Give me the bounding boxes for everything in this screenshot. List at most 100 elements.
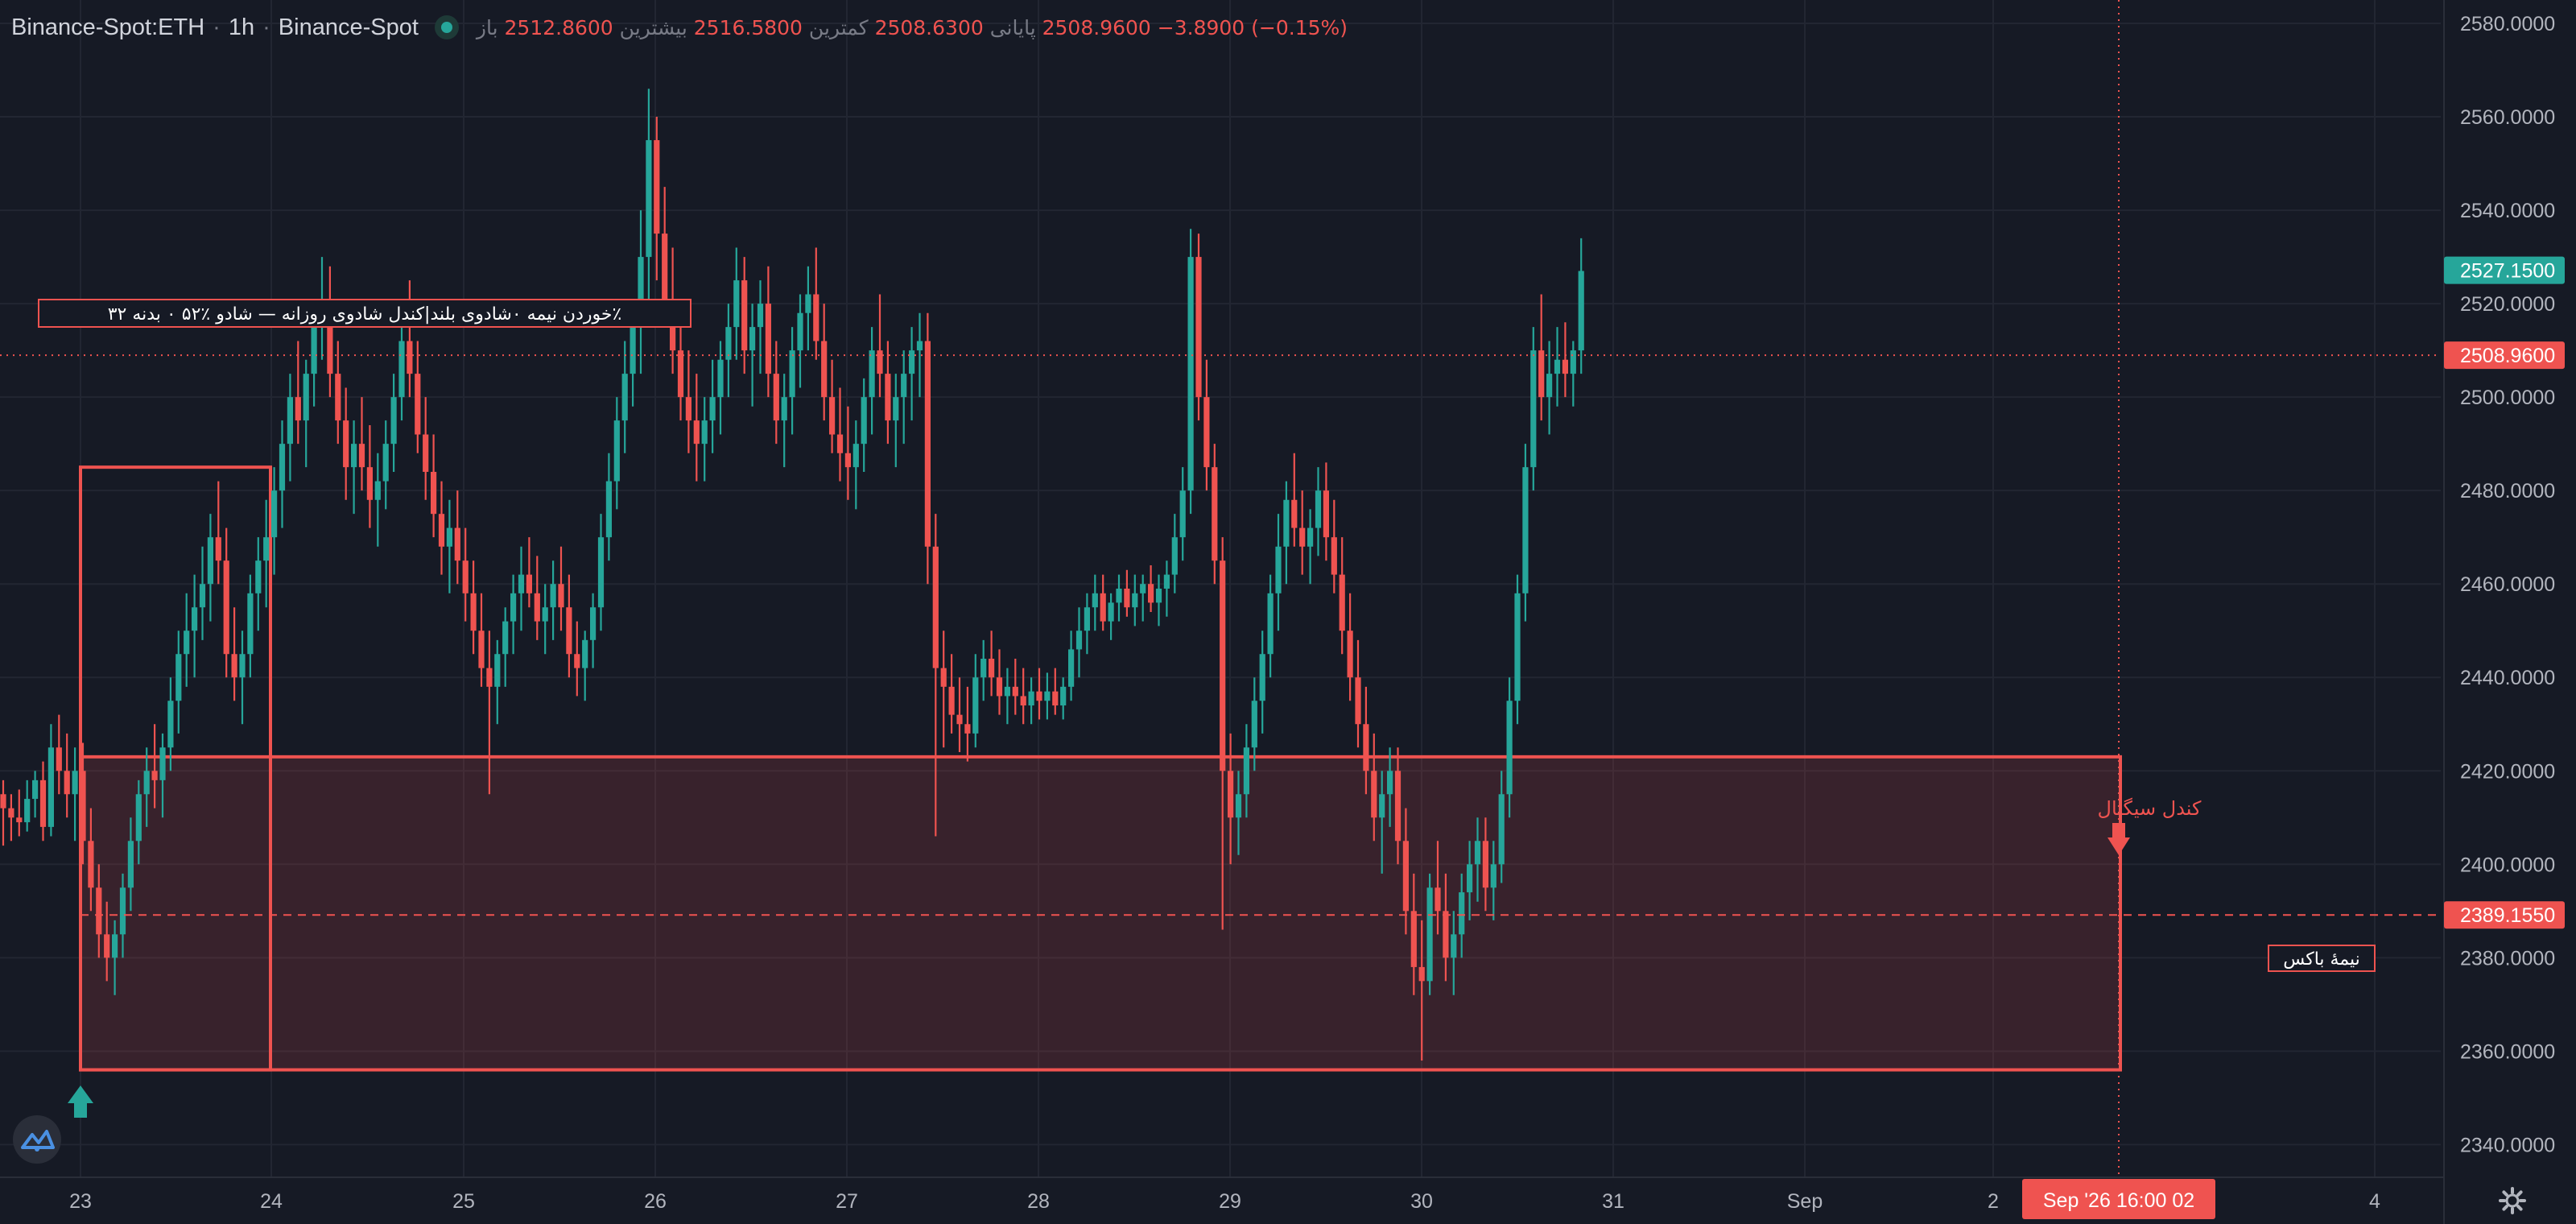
candle-body	[630, 327, 636, 374]
daily-candle-box	[79, 465, 272, 1072]
low-value: 2508.6300	[874, 15, 984, 39]
price-tick-label: 2340.0000	[2460, 1134, 2555, 1156]
candle-body	[677, 350, 684, 398]
sell-arrow-icon	[2107, 823, 2130, 855]
candle-body	[1084, 607, 1090, 631]
symbol-name[interactable]: Binance-Spot:ETH	[11, 14, 205, 40]
candle-body	[1163, 574, 1170, 589]
price-tick-label: 2480.0000	[2460, 480, 2555, 502]
candle-body	[813, 294, 819, 341]
price-tick-label: 2400.0000	[2460, 854, 2555, 876]
candle-body	[366, 467, 373, 500]
time-tick-label: 2	[1988, 1190, 1999, 1213]
candle-body	[1426, 887, 1433, 982]
candle-body	[510, 593, 517, 622]
candle-body	[1028, 691, 1034, 706]
candle-body	[574, 654, 580, 668]
candle-body	[255, 560, 262, 593]
candle-body	[454, 527, 460, 561]
candle-body	[534, 593, 540, 622]
candle-body	[638, 257, 644, 328]
candle-body	[1490, 864, 1496, 888]
candle-body	[16, 817, 23, 823]
candle-body	[438, 514, 445, 547]
candle-body	[861, 397, 867, 445]
daily-shadow-label-box	[38, 299, 691, 328]
price-tick-label: 2420.0000	[2460, 760, 2555, 783]
buy-arrow-icon	[68, 1085, 93, 1118]
candle-body	[1522, 467, 1529, 593]
candle-body	[709, 397, 716, 421]
candle-body	[1235, 794, 1242, 818]
candle-body	[207, 537, 213, 585]
candle-body	[295, 397, 301, 421]
open-value: 2512.8600	[504, 15, 613, 39]
candle-body	[518, 574, 525, 593]
candle-body	[717, 359, 724, 398]
price-tick-label: 2520.0000	[2460, 293, 2555, 316]
change-value: −3.8900 (−0.15%)	[1157, 15, 1348, 39]
candle-body	[8, 808, 14, 818]
interval-label[interactable]: 1h	[228, 14, 255, 40]
candle-body	[1220, 560, 1226, 771]
candle-body	[486, 668, 493, 687]
gear-icon[interactable]	[2498, 1186, 2527, 1215]
candle-body	[1387, 771, 1393, 795]
candle-body	[1243, 747, 1249, 795]
candle-body	[996, 677, 1003, 697]
last-price-tag: 2527.1500	[2460, 260, 2555, 283]
candle-body	[1347, 631, 1353, 678]
candle-body	[247, 593, 254, 655]
candle-body	[590, 607, 597, 640]
candle-body	[1299, 527, 1306, 547]
candle-body	[303, 374, 309, 421]
mid-price-tag-bg	[2444, 901, 2565, 929]
candle-body	[119, 887, 126, 935]
candle-body	[901, 374, 907, 398]
candle-body	[542, 607, 548, 622]
candle-body	[167, 701, 174, 748]
mid-price-tag: 2389.1550	[2460, 904, 2555, 927]
candle-body	[502, 621, 509, 655]
candle-body	[1044, 691, 1051, 701]
candle-body	[1459, 892, 1465, 935]
candle-body	[924, 341, 931, 547]
candle-body	[749, 327, 756, 351]
candle-body	[893, 397, 899, 421]
candle-body	[159, 747, 166, 780]
candle-body	[1562, 359, 1568, 374]
candle-body	[1020, 696, 1026, 706]
candle-body	[231, 654, 237, 678]
candle-body	[909, 350, 915, 374]
candle-body	[1171, 537, 1178, 575]
candle-body	[1538, 350, 1545, 398]
low-label: کمترین	[808, 15, 869, 39]
candle-body	[1514, 593, 1521, 701]
candle-body	[32, 779, 39, 800]
candle-body	[263, 537, 270, 561]
candle-body	[478, 631, 485, 668]
candle-body	[1482, 841, 1488, 888]
time-tick-label: 29	[1219, 1190, 1241, 1213]
candle-body	[1283, 499, 1290, 547]
candle-body	[685, 397, 691, 421]
candle-body	[215, 537, 221, 561]
candle-body	[104, 934, 110, 958]
zone-layer	[79, 465, 2122, 1072]
candle-body	[1355, 677, 1361, 725]
crosshair-time-bg	[2022, 1179, 2215, 1219]
candle-body	[1506, 701, 1513, 795]
candle-body	[869, 350, 875, 398]
price-tick-label: 2580.0000	[2460, 13, 2555, 35]
candle-body	[279, 444, 286, 491]
candle-body	[382, 444, 389, 482]
candle-body	[358, 444, 365, 468]
candle-body	[1179, 490, 1186, 538]
candle-body	[1394, 771, 1402, 842]
tradingview-logo-icon[interactable]	[13, 1115, 61, 1164]
candle-body	[662, 234, 668, 304]
candle-body	[1530, 350, 1537, 468]
candle-body	[151, 771, 158, 780]
